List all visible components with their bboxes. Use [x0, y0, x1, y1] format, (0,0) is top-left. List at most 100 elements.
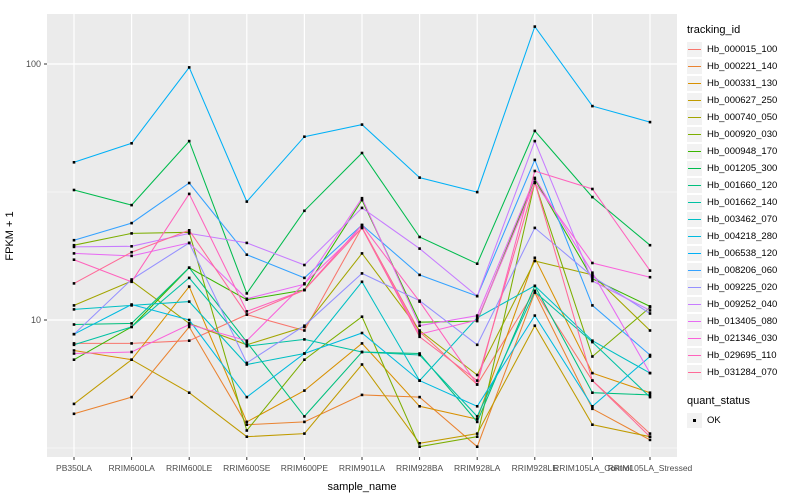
data-point — [475, 435, 479, 438]
data-point — [418, 332, 421, 336]
legend-key — [687, 413, 702, 428]
data-point — [591, 407, 594, 411]
data-point — [245, 420, 249, 424]
legend-color-line-icon — [688, 100, 701, 101]
y-tick-label: 10 — [31, 315, 41, 325]
data-point — [245, 292, 249, 295]
data-point — [648, 371, 652, 375]
data-point — [648, 312, 652, 315]
legend-item-label: Hb_021346_030 — [707, 333, 778, 344]
data-point — [72, 402, 76, 406]
data-point — [533, 169, 537, 173]
data-point — [360, 223, 364, 227]
data-point — [187, 318, 191, 322]
data-point — [187, 139, 191, 143]
legend-color-line-icon — [688, 134, 701, 135]
data-point — [245, 241, 249, 245]
legend-item-Hb_009225_020: Hb_009225_020 — [687, 279, 799, 296]
x-axis-title: sample_name — [327, 481, 396, 493]
data-point — [130, 221, 133, 225]
data-point — [130, 245, 133, 248]
legend-item-Hb_000948_170: Hb_000948_170 — [687, 143, 799, 160]
data-point — [130, 395, 133, 399]
data-point — [303, 288, 306, 292]
data-point — [360, 331, 364, 335]
data-point — [533, 226, 537, 230]
data-point — [187, 229, 191, 232]
axis-ticks — [44, 63, 651, 460]
legend-item-label: Hb_001205_300 — [707, 163, 778, 174]
data-point — [533, 158, 537, 162]
data-point — [475, 445, 479, 448]
data-point — [475, 294, 479, 298]
legend-item-Hb_001660_120: Hb_001660_120 — [687, 177, 799, 194]
data-point — [533, 139, 537, 143]
data-point — [591, 271, 594, 274]
data-point — [648, 355, 652, 358]
data-point — [187, 181, 191, 185]
data-point — [72, 161, 76, 164]
data-point — [360, 272, 364, 275]
legend-color-line-icon — [688, 321, 701, 322]
data-point — [245, 200, 249, 203]
legend-item-label: Hb_000221_140 — [707, 61, 778, 72]
data-point — [533, 290, 537, 293]
data-point — [187, 232, 191, 235]
data-point — [648, 395, 652, 399]
legend-item-Hb_008206_060: Hb_008206_060 — [687, 262, 799, 279]
data-point — [591, 187, 594, 191]
legend-color-line-icon — [688, 202, 701, 203]
legend-item-label: Hb_000627_250 — [707, 95, 778, 106]
legend-item-Hb_000015_100: Hb_000015_100 — [687, 41, 799, 58]
data-point — [418, 379, 421, 382]
data-point — [130, 358, 133, 361]
legend-key — [687, 127, 702, 142]
legend-color-line-icon — [688, 355, 701, 356]
data-point — [648, 269, 652, 272]
data-point — [187, 192, 191, 196]
filled-square-icon — [692, 418, 697, 423]
legend-key — [687, 42, 702, 57]
legend-key — [687, 144, 702, 159]
legend-color-line-icon — [688, 304, 701, 305]
data-point — [475, 417, 479, 421]
legend-color-line-icon — [688, 338, 701, 339]
data-point — [303, 415, 306, 418]
x-tick-label: PB350LA — [56, 463, 92, 473]
data-point — [591, 273, 594, 277]
legend-color-line-icon — [688, 168, 701, 169]
data-point — [245, 344, 249, 348]
data-point — [72, 252, 76, 255]
y-axis-title: FPKM + 1 — [4, 211, 16, 260]
data-point — [245, 340, 249, 344]
data-point — [187, 325, 191, 329]
legend-color-line-icon — [688, 270, 701, 271]
x-tick-label: RRIM928BA — [396, 463, 444, 473]
data-point — [360, 196, 364, 200]
legend-key — [687, 178, 702, 193]
data-point — [72, 245, 76, 249]
legend-item-Hb_009252_040: Hb_009252_040 — [687, 296, 799, 313]
data-point — [418, 335, 421, 339]
legend-key — [687, 93, 702, 108]
x-tick-label: RRIM928LA — [454, 463, 501, 473]
x-tick-label: RRIM105LA_Control — [553, 463, 632, 473]
legend-color-line-icon — [688, 287, 701, 288]
data-point — [303, 358, 306, 361]
data-point — [360, 315, 364, 318]
legend: tracking_id Hb_000015_100 Hb_000221_140 Hb_… — [687, 24, 799, 429]
data-point — [418, 405, 421, 408]
legend-item-label: Hb_001662_140 — [707, 197, 778, 208]
legend-key — [687, 76, 702, 91]
legend-item-label: Hb_000948_170 — [707, 146, 778, 157]
legend-item-label: Hb_004218_280 — [707, 231, 778, 242]
data-point — [591, 104, 594, 108]
legend-key — [687, 110, 702, 125]
data-point — [360, 206, 364, 210]
data-point — [303, 209, 306, 213]
legend-item-label: Hb_008206_060 — [707, 265, 778, 276]
data-point — [72, 358, 76, 361]
data-point — [591, 355, 594, 358]
data-point — [187, 391, 191, 394]
